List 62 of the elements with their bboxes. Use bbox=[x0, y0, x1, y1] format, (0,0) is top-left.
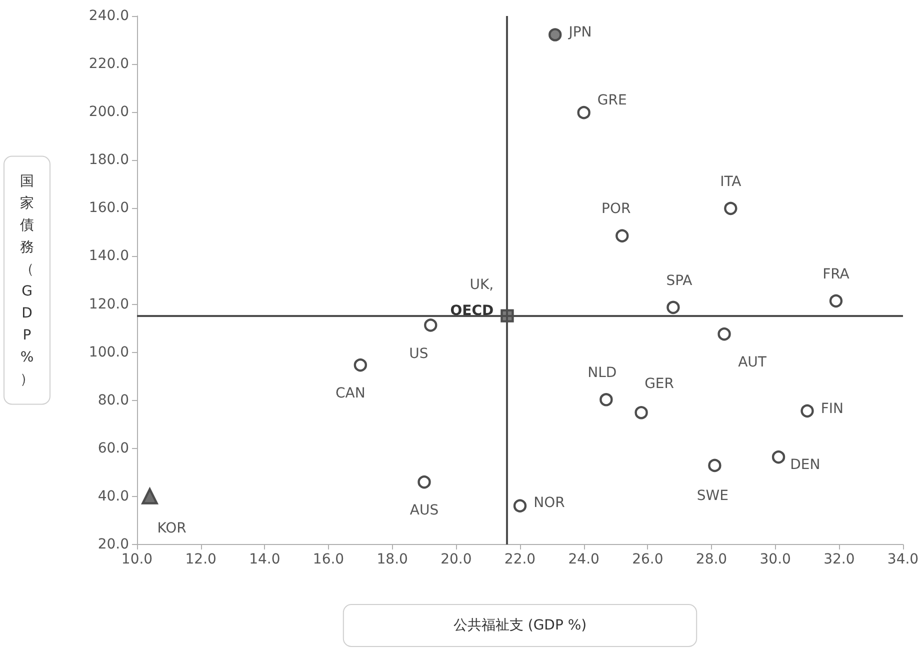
x-tick-label: 12.0 bbox=[185, 552, 216, 568]
y-tick-label: 40.0 bbox=[98, 488, 129, 504]
series-label: AUS bbox=[410, 502, 439, 519]
y-tick-label: 80.0 bbox=[98, 392, 129, 408]
x-tick-label: 28.0 bbox=[696, 552, 728, 568]
point bbox=[666, 300, 680, 314]
point bbox=[548, 28, 562, 42]
y-tick-label: 220.0 bbox=[88, 56, 129, 72]
point bbox=[513, 499, 527, 512]
series-label: FRA bbox=[822, 266, 850, 282]
point bbox=[142, 488, 158, 504]
series-label: ITA bbox=[720, 174, 742, 190]
x-tick-label: 34.0 bbox=[887, 552, 919, 568]
y-tick-label: 20.0 bbox=[98, 536, 129, 552]
y-tick-label: 120.0 bbox=[88, 296, 129, 312]
x-tick-label: 14.0 bbox=[249, 552, 280, 568]
x-tick-label: 18.0 bbox=[376, 552, 408, 568]
x-tick-label: 20.0 bbox=[440, 552, 472, 568]
x-tick-label: 10.0 bbox=[121, 552, 153, 568]
point bbox=[829, 294, 843, 308]
series-label: GRE bbox=[597, 92, 627, 109]
y-tick-label: 240.0 bbox=[88, 8, 129, 24]
series-label: NLD bbox=[588, 365, 617, 382]
series-label: SPA bbox=[666, 272, 693, 289]
x-tick-label: 24.0 bbox=[568, 552, 600, 568]
x-axis-title: 公共福祉支 (GDP %) bbox=[453, 618, 587, 634]
x-tick-label: 16.0 bbox=[312, 552, 344, 568]
series-label: UK, OECD bbox=[450, 276, 494, 319]
series-label: JPN bbox=[568, 24, 592, 41]
point bbox=[718, 327, 731, 341]
point bbox=[616, 229, 629, 242]
series-label: NOR bbox=[534, 494, 566, 511]
series-label: AUT bbox=[738, 354, 767, 371]
point bbox=[424, 318, 438, 332]
point bbox=[634, 406, 648, 420]
point bbox=[708, 458, 722, 472]
y-tick-label: 60.0 bbox=[98, 440, 129, 456]
y-tick-label: 200.0 bbox=[88, 104, 129, 120]
point bbox=[772, 450, 786, 464]
x-tick-label: 22.0 bbox=[504, 552, 536, 568]
point bbox=[600, 393, 613, 406]
text: 国家債務（GDP%） bbox=[20, 173, 34, 388]
x-tick-label: 30.0 bbox=[760, 552, 791, 568]
y-tick-label: 100.0 bbox=[88, 344, 129, 360]
series-label: SWE bbox=[696, 488, 728, 504]
point bbox=[418, 475, 431, 489]
series-label: US bbox=[409, 346, 428, 362]
x-tick-label: 32.0 bbox=[824, 552, 855, 568]
series-label: DEN bbox=[790, 457, 820, 474]
series-label: FIN bbox=[820, 400, 844, 417]
x-tick-label: 26.0 bbox=[632, 552, 664, 568]
point bbox=[354, 358, 368, 372]
point bbox=[577, 106, 590, 120]
y-tick-label: 140.0 bbox=[88, 248, 129, 264]
series-label: CAN bbox=[336, 386, 366, 402]
series-label: GER bbox=[644, 376, 674, 392]
series-label: KOR bbox=[157, 520, 187, 536]
point bbox=[800, 404, 814, 418]
y-tick-label: 180.0 bbox=[88, 152, 129, 168]
series-label: POR bbox=[602, 201, 631, 218]
point bbox=[724, 202, 738, 216]
y-tick-label: 160.0 bbox=[88, 200, 129, 216]
